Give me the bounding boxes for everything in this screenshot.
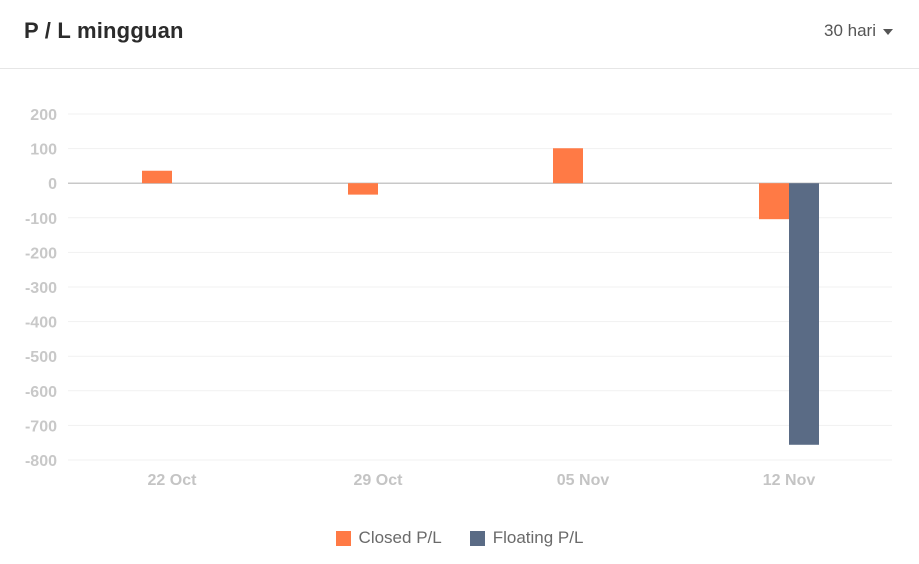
y-tick-label: -800: [25, 453, 57, 470]
y-tick-label: 100: [30, 142, 57, 159]
y-tick-label: 0: [48, 176, 57, 193]
legend-item[interactable]: Closed P/L: [335, 528, 442, 548]
x-tick-label: 05 Nov: [557, 472, 610, 489]
legend-label: Floating P/L: [492, 528, 584, 547]
x-tick-label: 22 Oct: [148, 472, 198, 489]
legend-item[interactable]: Floating P/L: [469, 528, 584, 548]
y-tick-label: -100: [25, 211, 57, 228]
chart-title: P / L mingguan: [24, 18, 184, 43]
chart-legend: Closed P/L Floating P/L: [0, 528, 919, 548]
card-header: P / L mingguan 30 hari: [0, 0, 919, 69]
x-tick-label: 29 Oct: [354, 472, 404, 489]
period-dropdown-label: 30 hari: [824, 21, 876, 40]
caret-down-icon: [883, 29, 893, 35]
legend-swatch: [335, 530, 351, 546]
bar-floating-p-l-3: [789, 183, 819, 445]
bar-closed-p-l-2: [553, 148, 583, 184]
legend-label: Closed P/L: [358, 528, 442, 547]
period-dropdown[interactable]: 30 hari: [824, 21, 893, 41]
y-tick-label: -500: [25, 349, 57, 366]
y-tick-label: -700: [25, 418, 57, 435]
y-tick-label: -600: [25, 384, 57, 401]
y-tick-label: -400: [25, 315, 57, 332]
y-tick-label: -200: [25, 245, 57, 262]
y-tick-label: -300: [25, 280, 57, 297]
x-tick-label: 12 Nov: [763, 472, 816, 489]
bar-closed-p-l-1: [348, 183, 378, 195]
bar-closed-p-l-0: [142, 170, 172, 184]
legend-swatch: [469, 530, 485, 546]
y-tick-label: 200: [30, 107, 57, 124]
pl-bar-chart: 200 100 0 -100 -200 -300 -400 -500 -600 -700 -800 2…: [25, 107, 892, 489]
bar-closed-p-l-3: [759, 183, 789, 220]
